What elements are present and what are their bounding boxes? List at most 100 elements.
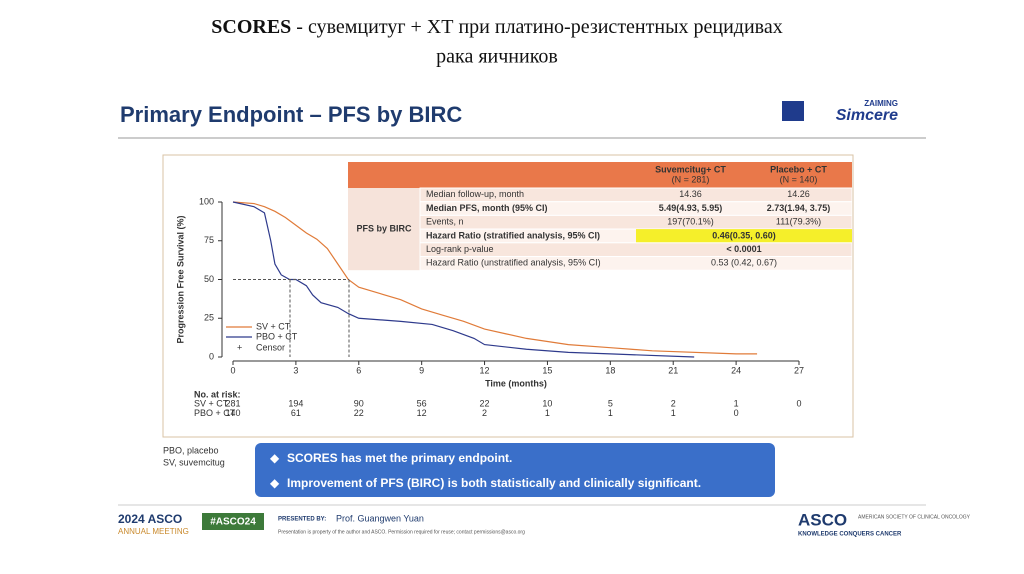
slide-title: Primary Endpoint – PFS by BIRC (120, 102, 462, 127)
society: AMERICAN SOCIETY OF CLINICAL ONCOLOGY (858, 514, 971, 520)
x-tick-label: 18 (605, 365, 615, 375)
row-label: Hazard Ratio (stratified analysis, 95% C… (426, 230, 600, 240)
row-label: Median PFS, month (95% CI) (426, 203, 548, 213)
x-tick-label: 27 (794, 365, 804, 375)
at-risk-count: 1 (734, 398, 739, 408)
at-risk-count: 12 (417, 408, 427, 418)
y-tick-label: 25 (204, 313, 214, 323)
row-label: Events, n (426, 217, 464, 227)
at-risk-label: No. at risk: (194, 389, 241, 399)
meeting-name: ANNUAL MEETING (118, 527, 189, 536)
at-risk-count: 1 (608, 408, 613, 418)
cell: 197(70.1%) (667, 217, 714, 227)
at-risk-count: 2 (671, 398, 676, 408)
footnote: SV, suvemcitug (163, 457, 225, 467)
at-risk-count: 90 (354, 398, 364, 408)
highlight (636, 229, 852, 243)
results-table: Suvemcitug+ CT(N = 281) Placebo + CT(N = … (348, 162, 853, 271)
y-axis-label: Progression Free Survival (%) (175, 215, 185, 343)
hashtag-box (202, 513, 264, 530)
x-tick-label: 24 (731, 365, 741, 375)
footnote: PBO, placebo (163, 445, 219, 455)
bullet-icon: ◆ (270, 451, 280, 465)
group-cell (348, 188, 420, 271)
y-tick-label: 100 (199, 196, 214, 206)
x-tick-label: 9 (419, 365, 424, 375)
column-header: Placebo + CT (770, 164, 827, 174)
logo-mark (782, 101, 804, 121)
page-title-line2: рака яичников (436, 46, 558, 68)
bullet-box (255, 443, 775, 497)
cell: 0.53 (0.42, 0.67) (711, 258, 777, 268)
row-label: Log-rank p-value (426, 244, 494, 254)
bullet-icon: ◆ (270, 476, 280, 490)
column-header: (N = 140) (780, 174, 818, 184)
x-tick-label: 21 (668, 365, 678, 375)
x-tick-label: 12 (480, 365, 490, 375)
at-risk-count: 5 (608, 398, 613, 408)
legend-censor-mark: + (237, 342, 242, 352)
at-risk-count: 281 (225, 398, 240, 408)
asco-logo: ASCO (798, 510, 847, 529)
y-tick-label: 75 (204, 235, 214, 245)
hashtag: #ASCO24 (210, 517, 256, 528)
presenter: Prof. Guangwen Yuan (336, 513, 424, 523)
group-label: PFS by BIRC (356, 223, 412, 233)
row-label: Hazard Ratio (unstratified analysis, 95%… (426, 258, 601, 268)
logo: Simcere (836, 107, 898, 124)
at-risk-count: 140 (225, 408, 240, 418)
row-label: Median follow-up, month (426, 189, 524, 199)
x-tick-label: 0 (230, 365, 235, 375)
at-risk-count: 10 (542, 398, 552, 408)
disclaimer: Presentation is property of the author a… (278, 529, 525, 535)
at-risk-count: 0 (734, 408, 739, 418)
at-risk-count: 56 (417, 398, 427, 408)
x-axis-label: Time (months) (485, 378, 547, 388)
cell: < 0.0001 (726, 244, 761, 254)
legend-label: PBO + CT (256, 331, 298, 341)
km-curve (232, 201, 695, 358)
at-risk-name: PBO + CT (194, 408, 236, 418)
bullet: SCORES has met the primary endpoint. (287, 451, 512, 465)
meeting-year: 2024 (118, 512, 145, 526)
at-risk-count: 1 (671, 408, 676, 418)
legend-label: SV + CT (256, 321, 291, 331)
cell: 111(79.3%) (776, 217, 821, 227)
at-risk-count: 22 (354, 408, 364, 418)
cell: 0.46(0.35, 0.60) (712, 230, 776, 240)
column-header: (N = 281) (672, 174, 710, 184)
km-curve (232, 201, 758, 355)
presented-by: PRESENTED BY: (278, 517, 326, 523)
cell: 14.36 (679, 189, 702, 199)
at-risk-count: 22 (480, 398, 490, 408)
row-bg (419, 256, 853, 271)
table-header-bg (348, 162, 852, 188)
legend-label: Censor (256, 342, 285, 352)
page-title: SCORES - сувемцитуг + ХТ при платино-рез… (211, 16, 782, 38)
at-risk-count: 1 (545, 408, 550, 418)
at-risk-name: SV + CT (194, 398, 229, 408)
cell: 2.73(1.94, 3.75) (767, 203, 831, 213)
at-risk-count: 2 (482, 408, 487, 418)
x-tick-label: 15 (542, 365, 552, 375)
motto: KNOWLEDGE CONQUERS CANCER (798, 532, 902, 538)
y-tick-label: 0 (209, 351, 214, 361)
bullet: Improvement of PFS (BIRC) is both statis… (287, 476, 701, 490)
meeting-logo: 2024 ASCO (118, 512, 182, 526)
at-risk-count: 61 (291, 408, 301, 418)
title-bold: SCORES (211, 16, 291, 38)
at-risk-count: 0 (796, 398, 801, 408)
logo-top: ZAIMING (864, 99, 898, 108)
y-tick-label: 50 (204, 274, 214, 284)
column-header: Suvemcitug+ CT (655, 164, 726, 174)
at-risk-count: 194 (288, 398, 303, 408)
cell: 14.26 (787, 189, 810, 199)
meeting-asco: ASCO (148, 512, 183, 526)
x-tick-label: 6 (356, 365, 361, 375)
title-rest: - сувемцитуг + ХТ при платино-резистентн… (291, 16, 782, 38)
cell: 5.49(4.93, 5.95) (659, 203, 723, 213)
x-tick-label: 3 (293, 365, 298, 375)
